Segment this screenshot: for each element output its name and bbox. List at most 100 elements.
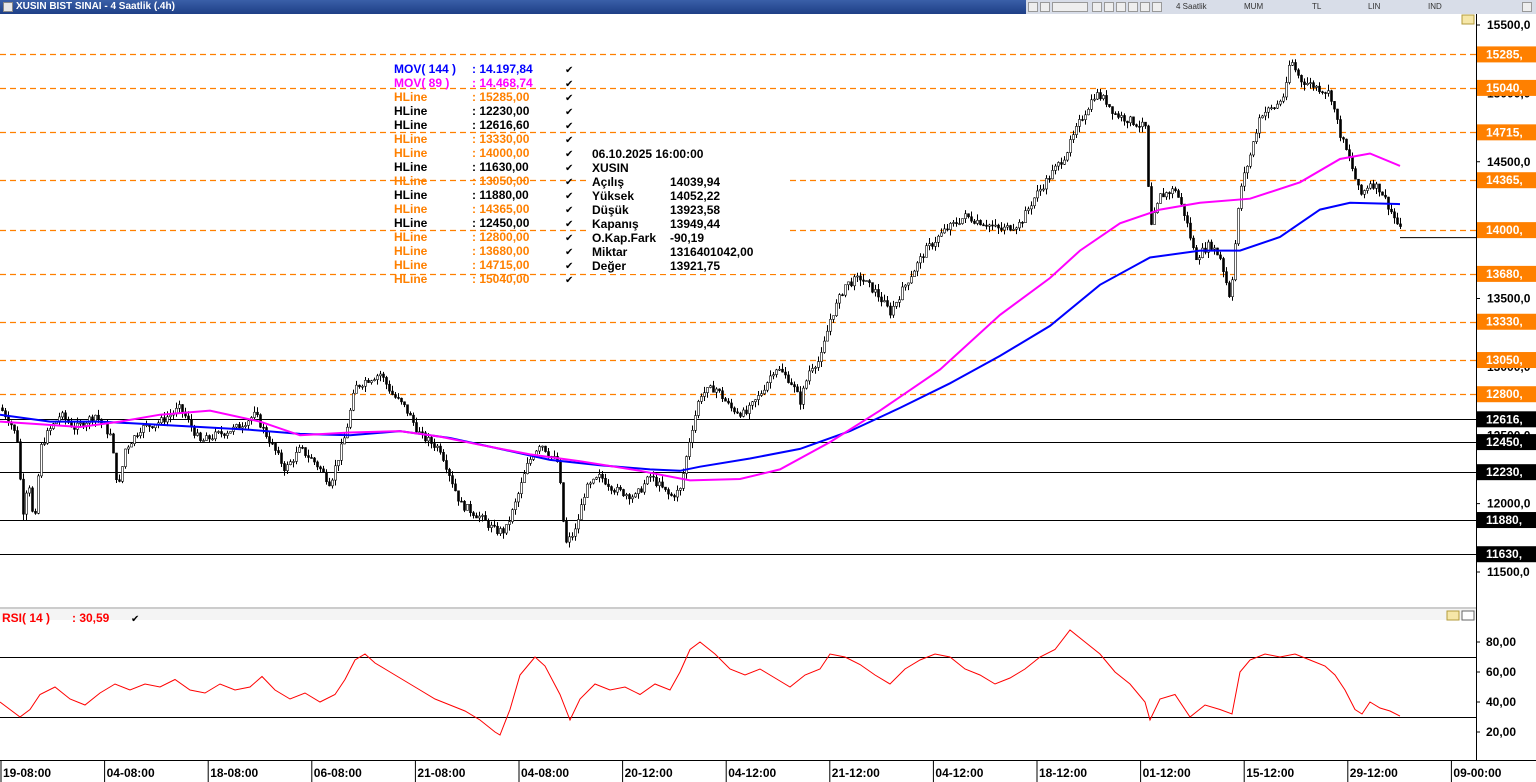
candle-body [739,412,742,417]
candle-body [733,407,736,413]
candle-body [952,222,955,224]
candle-body [727,400,730,404]
candle-body [307,455,310,458]
hline-price-box [1477,464,1536,481]
copy-icon[interactable] [1040,2,1050,12]
hline-price-box [1477,79,1536,96]
rsi-tick-label: 40,00 [1486,695,1516,709]
legend-value: : 15285,00 [472,90,530,104]
candle-body [1198,257,1201,261]
candle-body [19,441,22,480]
candle-body [463,500,466,511]
candle-body [1036,190,1039,199]
candle-body [523,473,526,483]
candle-body [247,420,250,426]
candle-body [730,402,733,409]
candle-body [277,450,280,454]
info-label: Düşük [592,203,629,217]
chart-toolbar: 4 Saatlik MUM TL LIN IND [1026,0,1536,14]
candle-body [298,447,301,453]
candle-body [430,437,433,444]
candle-body [271,442,274,445]
settings-icon[interactable] [1152,2,1162,12]
candle-body [481,515,484,517]
close-icon[interactable] [1522,2,1532,12]
zoom-in-icon[interactable] [1092,2,1102,12]
drawing-tools-icon[interactable] [1116,2,1126,12]
candle-body [376,375,379,380]
candle-body [919,256,922,264]
candle-body [520,482,523,494]
candle-body [1351,157,1354,169]
candle-body [925,245,928,258]
indicators-selector[interactable]: IND [1428,2,1442,11]
legend-toggle-icon: ✔ [565,121,573,132]
candle-body [328,481,331,487]
legend-value: : 14.468,74 [472,76,533,90]
candle-body [130,443,133,448]
candle-body [577,519,580,530]
candle-body [394,394,397,398]
legend-toggle-icon: ✔ [565,107,573,118]
currency-selector[interactable]: TL [1312,2,1322,11]
candle-body [1282,96,1285,102]
candle-body [445,460,448,470]
candle-body [1012,229,1015,231]
candle-body [679,488,682,491]
candle-body [1234,243,1237,281]
candle-body [964,213,967,219]
candle-body [1291,62,1294,66]
candle-body [31,487,34,512]
candle-body [838,294,841,304]
fibonacci-icon[interactable] [1140,2,1150,12]
candle-body [583,497,586,505]
candle-body [1081,119,1084,121]
candle-body [511,509,514,522]
legend-value: : 13330,00 [472,132,530,146]
candle-body [1327,90,1330,94]
format-button[interactable] [1052,2,1088,12]
line-tool-icon[interactable] [1128,2,1138,12]
candle-body [1129,116,1132,124]
candle-body [967,213,970,218]
candle-body [268,436,271,444]
candle-body [751,401,754,406]
candle-body [697,401,700,416]
legend-label: HLine [394,188,428,202]
candle-body [1264,111,1267,117]
candle-body [205,435,208,441]
candle-body [940,232,943,237]
candle-body [616,487,619,493]
print-icon[interactable] [1028,2,1038,12]
chart-type-selector[interactable]: MUM [1244,2,1264,11]
candle-body [1015,227,1018,230]
legend-value: : 15040,00 [472,272,530,286]
time-tick-label: 21-08:00 [417,766,465,780]
candle-body [514,501,517,510]
candle-body [799,391,802,405]
candle-body [13,424,16,431]
candle-body [1009,225,1012,231]
legend-label: HLine [394,174,428,188]
app-icon[interactable] [3,2,13,12]
candle-body [349,409,352,428]
candle-body [985,224,988,227]
candle-body [1186,215,1189,224]
candle-body [1027,208,1030,211]
candle-body [667,489,670,495]
zoom-out-icon[interactable] [1104,2,1114,12]
candle-body [598,474,601,478]
scale-selector[interactable]: LIN [1368,2,1381,11]
time-tick-label: 18-08:00 [210,766,258,780]
candle-body [121,466,124,482]
period-selector[interactable]: 4 Saatlik [1176,2,1207,11]
candle-body [262,426,265,429]
candle-body [22,478,25,515]
candlestick-series [1,59,1476,548]
candle-body [841,294,844,296]
candle-body [547,451,550,457]
time-tick-label: 18-12:00 [1039,766,1087,780]
candle-body [112,433,115,454]
candle-body [1309,82,1312,84]
candle-body [973,220,976,224]
